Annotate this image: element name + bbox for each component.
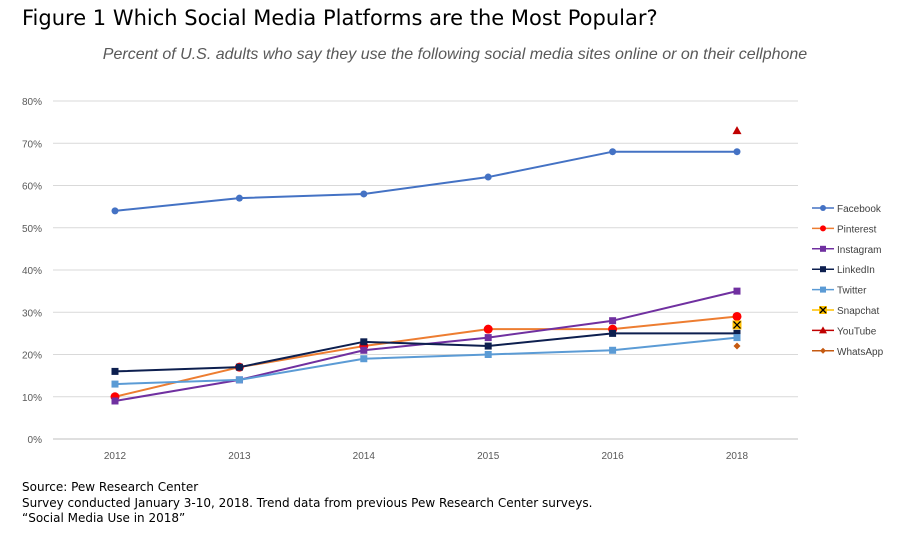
series-youtube: [732, 126, 742, 135]
legend-label: YouTube: [837, 326, 877, 337]
y-tick-label: 80%: [22, 97, 42, 108]
y-tick-label: 50%: [22, 224, 42, 235]
legend-label: Snapchat: [837, 306, 879, 317]
series-group: [110, 126, 742, 405]
data-point: [235, 376, 243, 384]
data-point: [733, 148, 741, 156]
legend-label: Pinterest: [837, 224, 877, 235]
y-tick-label: 20%: [22, 351, 42, 362]
legend: Facebook Pinterest Instagram LinkedIn Twitte…: [812, 204, 884, 358]
legend-item-instagram: Instagram: [812, 245, 881, 256]
data-point: [609, 329, 617, 337]
data-point: [609, 346, 617, 354]
data-point: [235, 194, 243, 202]
data-point: [484, 351, 492, 358]
data-point: [360, 190, 368, 198]
data-point-cross: [733, 320, 741, 329]
legend-label: Facebook: [837, 204, 882, 215]
y-tick-label: 40%: [22, 266, 42, 277]
legend-label: LinkedIn: [837, 265, 875, 276]
data-point: [732, 320, 742, 330]
data-point: [732, 311, 742, 321]
series-line-linkedin: [114, 332, 737, 373]
data-point: [111, 397, 119, 405]
legend-item-pinterest: Pinterest: [812, 224, 877, 235]
data-point: [820, 347, 826, 354]
series-line-instagram: [114, 290, 738, 402]
x-tick-label: 2014: [353, 451, 376, 462]
data-point: [820, 286, 826, 293]
footer-notes: Source: Pew Research Center Survey condu…: [22, 480, 592, 527]
y-tick-label: 10%: [22, 393, 42, 404]
gridlines: [53, 100, 798, 398]
data-point: [820, 205, 826, 211]
data-point: [733, 329, 741, 337]
data-point: [484, 334, 492, 342]
data-point: [483, 324, 493, 334]
series-line-facebook: [114, 150, 737, 212]
y-tick-label: 60%: [22, 182, 42, 193]
survey-note: Survey conducted January 3-10, 2018. Tre…: [22, 495, 593, 510]
data-point: [235, 363, 243, 371]
legend-item-snapchat: Snapchat: [812, 306, 879, 317]
data-point: [732, 126, 742, 135]
data-point: [111, 207, 119, 215]
data-point: [733, 342, 741, 350]
data-point: [820, 225, 826, 232]
data-point: [360, 346, 368, 354]
x-tick-label: 2013: [228, 451, 251, 462]
data-point: [111, 367, 119, 375]
data-point: [609, 148, 617, 156]
data-point: [820, 266, 826, 273]
series-line-pinterest: [114, 315, 738, 398]
y-tick-label: 70%: [22, 139, 42, 150]
x-tick-label: 2018: [726, 451, 749, 462]
series-twitter: [111, 334, 741, 388]
legend-label: Twitter: [837, 286, 867, 297]
series-line-twitter: [114, 336, 738, 386]
data-point: [484, 173, 492, 181]
legend-item-twitter: Twitter: [812, 286, 867, 297]
series-whatsapp: [733, 342, 741, 350]
legend-item-facebook: Facebook: [812, 204, 882, 215]
report-title: “Social Media Use in 2018”: [22, 511, 186, 525]
source-note: Source: Pew Research Center: [22, 480, 199, 494]
data-point: [819, 326, 827, 334]
data-point: [360, 338, 368, 346]
series-snapchat: [732, 320, 742, 330]
data-point: [820, 245, 826, 252]
chart-subtitle: Percent of U.S. adults who say they use …: [102, 46, 808, 63]
x-tick-label: 2015: [477, 451, 500, 462]
data-point: [733, 334, 741, 342]
x-tick-label: 2012: [104, 451, 127, 462]
axes: 0% 10% 20% 30% 40% 50% 60% 70% 80% 2012 2013 2014 20…: [22, 97, 798, 462]
y-tick-label: 0%: [28, 435, 43, 446]
x-tick-label: 2016: [601, 451, 624, 462]
data-point: [819, 306, 827, 314]
legend-item-linkedin: LinkedIn: [812, 265, 875, 276]
data-point: [111, 380, 119, 388]
y-tick-label: 30%: [22, 308, 42, 319]
legend-item-whatsapp: WhatsApp: [812, 347, 884, 358]
series-linkedin: [111, 329, 741, 375]
data-point: [609, 317, 617, 325]
data-point: [733, 287, 741, 295]
data-point: [484, 342, 492, 350]
legend-label: WhatsApp: [837, 347, 884, 358]
figure-title: Figure 1 Which Social Media Platforms ar…: [22, 6, 658, 30]
series-facebook: [111, 148, 741, 215]
data-point-cross: [819, 306, 827, 314]
data-point: [360, 355, 368, 363]
legend-label: Instagram: [837, 245, 881, 256]
legend-item-youtube: YouTube: [812, 326, 877, 337]
